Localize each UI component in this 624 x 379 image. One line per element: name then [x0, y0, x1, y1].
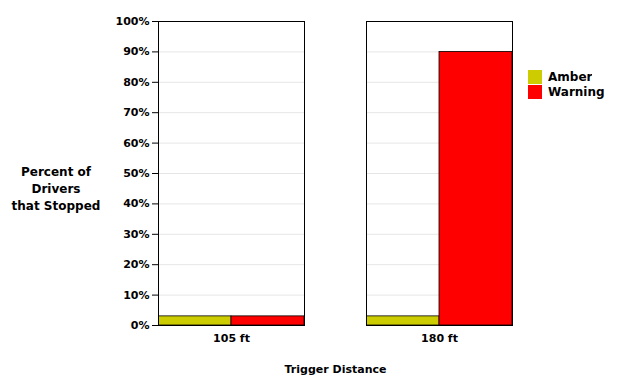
html-text:that Stopped: that Stopped: [11, 198, 101, 213]
html-text:Amber: Amber: [548, 70, 593, 84]
svg-text:105 ft: 105 ft: [213, 332, 250, 345]
svg-text:20%: 20%: [123, 258, 149, 271]
svg-text:Trigger Distance: Trigger Distance: [285, 362, 387, 375]
svg-text:60%: 60%: [123, 136, 149, 149]
html-text:Warning: Warning: [548, 85, 605, 99]
svg-text:70%: 70%: [123, 106, 149, 119]
svg-text:180 ft: 180 ft: [421, 332, 458, 345]
svg-text:30%: 30%: [123, 227, 149, 240]
svg-text:80%: 80%: [123, 75, 149, 88]
svg-text:0%: 0%: [131, 319, 150, 332]
svg-text:100%: 100%: [116, 15, 150, 28]
svg-text:10%: 10%: [123, 288, 149, 301]
svg-text:40%: 40%: [123, 197, 149, 210]
html-text:Percent of Drivers: Percent of Drivers: [21, 165, 91, 197]
svg-text:50%: 50%: [123, 167, 149, 180]
svg-text:90%: 90%: [123, 45, 149, 58]
